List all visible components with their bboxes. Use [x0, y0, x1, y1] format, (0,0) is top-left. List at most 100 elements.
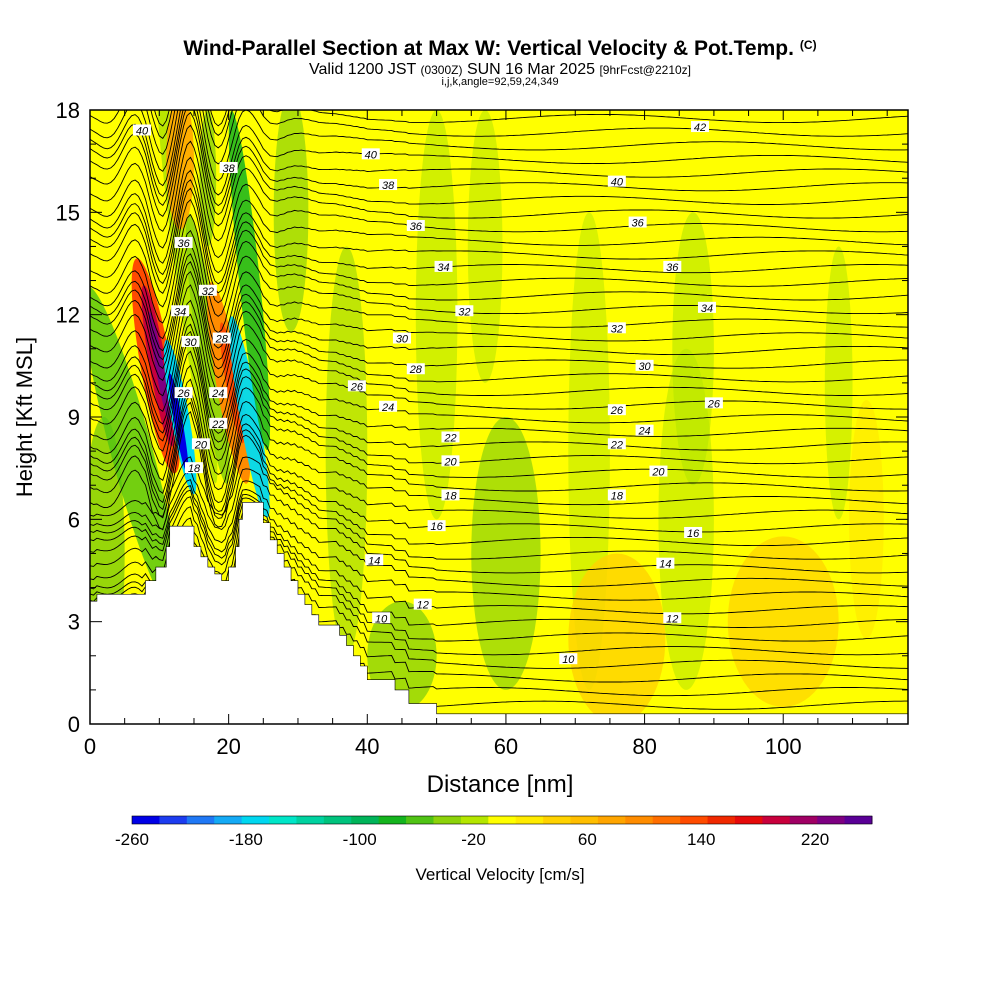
contour-label-bg: [607, 322, 626, 334]
theta-contour: [90, 364, 908, 482]
colorbar-swatch: [515, 816, 544, 824]
colorbar-swatch: [625, 816, 654, 824]
contour-label: 18: [444, 490, 457, 502]
colorbar-swatch: [570, 816, 599, 824]
w-shading-blob: [467, 110, 503, 383]
contour-label-bg: [392, 332, 411, 344]
colorbar-swatch: [269, 816, 297, 824]
contour-label-bg: [649, 465, 668, 477]
colorbar-tick-label: -180: [229, 830, 263, 849]
y-tick-label: 0: [68, 712, 80, 737]
x-tick-label: 0: [84, 734, 96, 759]
contour-label-bg: [684, 526, 703, 538]
contour-label-bg: [559, 653, 578, 665]
theta-contour: [90, 489, 908, 615]
theta-contour: [90, 124, 908, 232]
x-tick-label: 80: [632, 734, 656, 759]
contour-label-bg: [212, 332, 231, 344]
contour-label: 10: [375, 613, 388, 625]
colorbar-tick-label: -100: [343, 830, 377, 849]
colorbar-swatch: [734, 816, 763, 824]
contour-label-bg: [219, 161, 238, 173]
contour-label: 36: [632, 218, 645, 230]
contour-label-bg: [427, 520, 446, 532]
colorbar-swatch: [351, 816, 380, 824]
y-axis-label: Height [Kft MSL]: [12, 337, 37, 497]
colorbar-swatch: [323, 816, 352, 824]
contour-label: 40: [136, 125, 149, 137]
theta-contour: [90, 110, 908, 155]
contour-label-bg: [191, 438, 210, 450]
colorbar-swatch: [460, 816, 489, 824]
y-tick-label: 6: [68, 507, 80, 532]
contour-label-bg: [607, 438, 626, 450]
contour-label: 36: [666, 262, 679, 274]
colorbar-swatch: [680, 816, 709, 824]
contour-label: 36: [177, 238, 190, 250]
colorbar-swatch: [296, 816, 325, 824]
theta-contour: [90, 395, 908, 519]
theta-contour: [90, 496, 908, 628]
colorbar-tick-label: 140: [687, 830, 715, 849]
colorbar-swatch: [652, 816, 681, 824]
contour-label: 40: [611, 177, 624, 189]
theta-contour: [90, 110, 908, 197]
contour-label-bg: [607, 489, 626, 501]
theta-contour: [90, 179, 908, 285]
contour-label: 34: [174, 306, 186, 318]
contour-label: 42: [694, 122, 706, 134]
contour-label: 28: [215, 334, 229, 346]
colorbar-swatch: [159, 816, 188, 824]
contour-label: 40: [365, 149, 378, 161]
contour-label-bg: [663, 612, 682, 624]
contour-label: 12: [666, 613, 678, 625]
contour-label-bg: [628, 216, 647, 228]
contour-label: 28: [409, 364, 423, 376]
w-shading-blob: [568, 553, 666, 724]
contour-label: 30: [638, 361, 651, 373]
colorbar-swatch: [789, 816, 818, 824]
contour-label-bg: [174, 237, 193, 249]
contour-label-bg: [132, 124, 151, 136]
contour-label-bg: [441, 455, 460, 467]
contour-label-bg: [607, 175, 626, 187]
contour-label: 26: [176, 388, 190, 400]
w-shading-blob: [273, 110, 309, 332]
contour-label: 26: [350, 381, 364, 393]
y-tick-label: 9: [68, 405, 80, 430]
theta-contour: [90, 479, 908, 587]
contour-label-bg: [656, 557, 675, 569]
contour-label: 32: [202, 286, 214, 298]
colorbar-swatch: [406, 816, 434, 824]
contour-label: 38: [223, 163, 236, 175]
contour-label-bg: [372, 612, 391, 624]
y-tick-label: 15: [56, 200, 80, 225]
contour-label: 20: [443, 456, 457, 468]
contour-label: 22: [443, 432, 456, 444]
contour-label-bg: [361, 148, 380, 160]
theta-contour: [90, 213, 908, 324]
colorbar-swatch: [241, 816, 270, 824]
theta-contour: [90, 313, 908, 425]
theta-contour: [90, 401, 908, 533]
contour-label-bg: [663, 260, 682, 272]
contour-label: 34: [437, 262, 449, 274]
contour-label: 16: [687, 528, 700, 540]
colorbar-swatch: [844, 816, 873, 824]
theta-contour: [90, 110, 908, 207]
contour-label: 26: [707, 398, 721, 410]
contour-label-bg: [434, 260, 453, 272]
theta-contour: [90, 511, 908, 656]
colorbar-swatch: [707, 816, 736, 824]
colorbar-swatch: [817, 816, 846, 824]
colorbar-tick-label: -260: [115, 830, 149, 849]
theta-contour: [90, 110, 908, 172]
x-tick-label: 100: [765, 734, 802, 759]
theta-contour: [90, 229, 908, 340]
contour-label-bg: [379, 179, 398, 191]
theta-contour: [90, 187, 908, 294]
contour-label: 16: [430, 521, 443, 533]
chart-subtitle: Valid 1200 JST (0300Z) SUN 16 Mar 2025 […: [308, 61, 692, 78]
theta-contour: [90, 243, 908, 352]
plot-area: 40 40 42 38 38 40 36 36 36 32 34 36 34 32 34 30 30 32 28 28…: [90, 110, 908, 724]
